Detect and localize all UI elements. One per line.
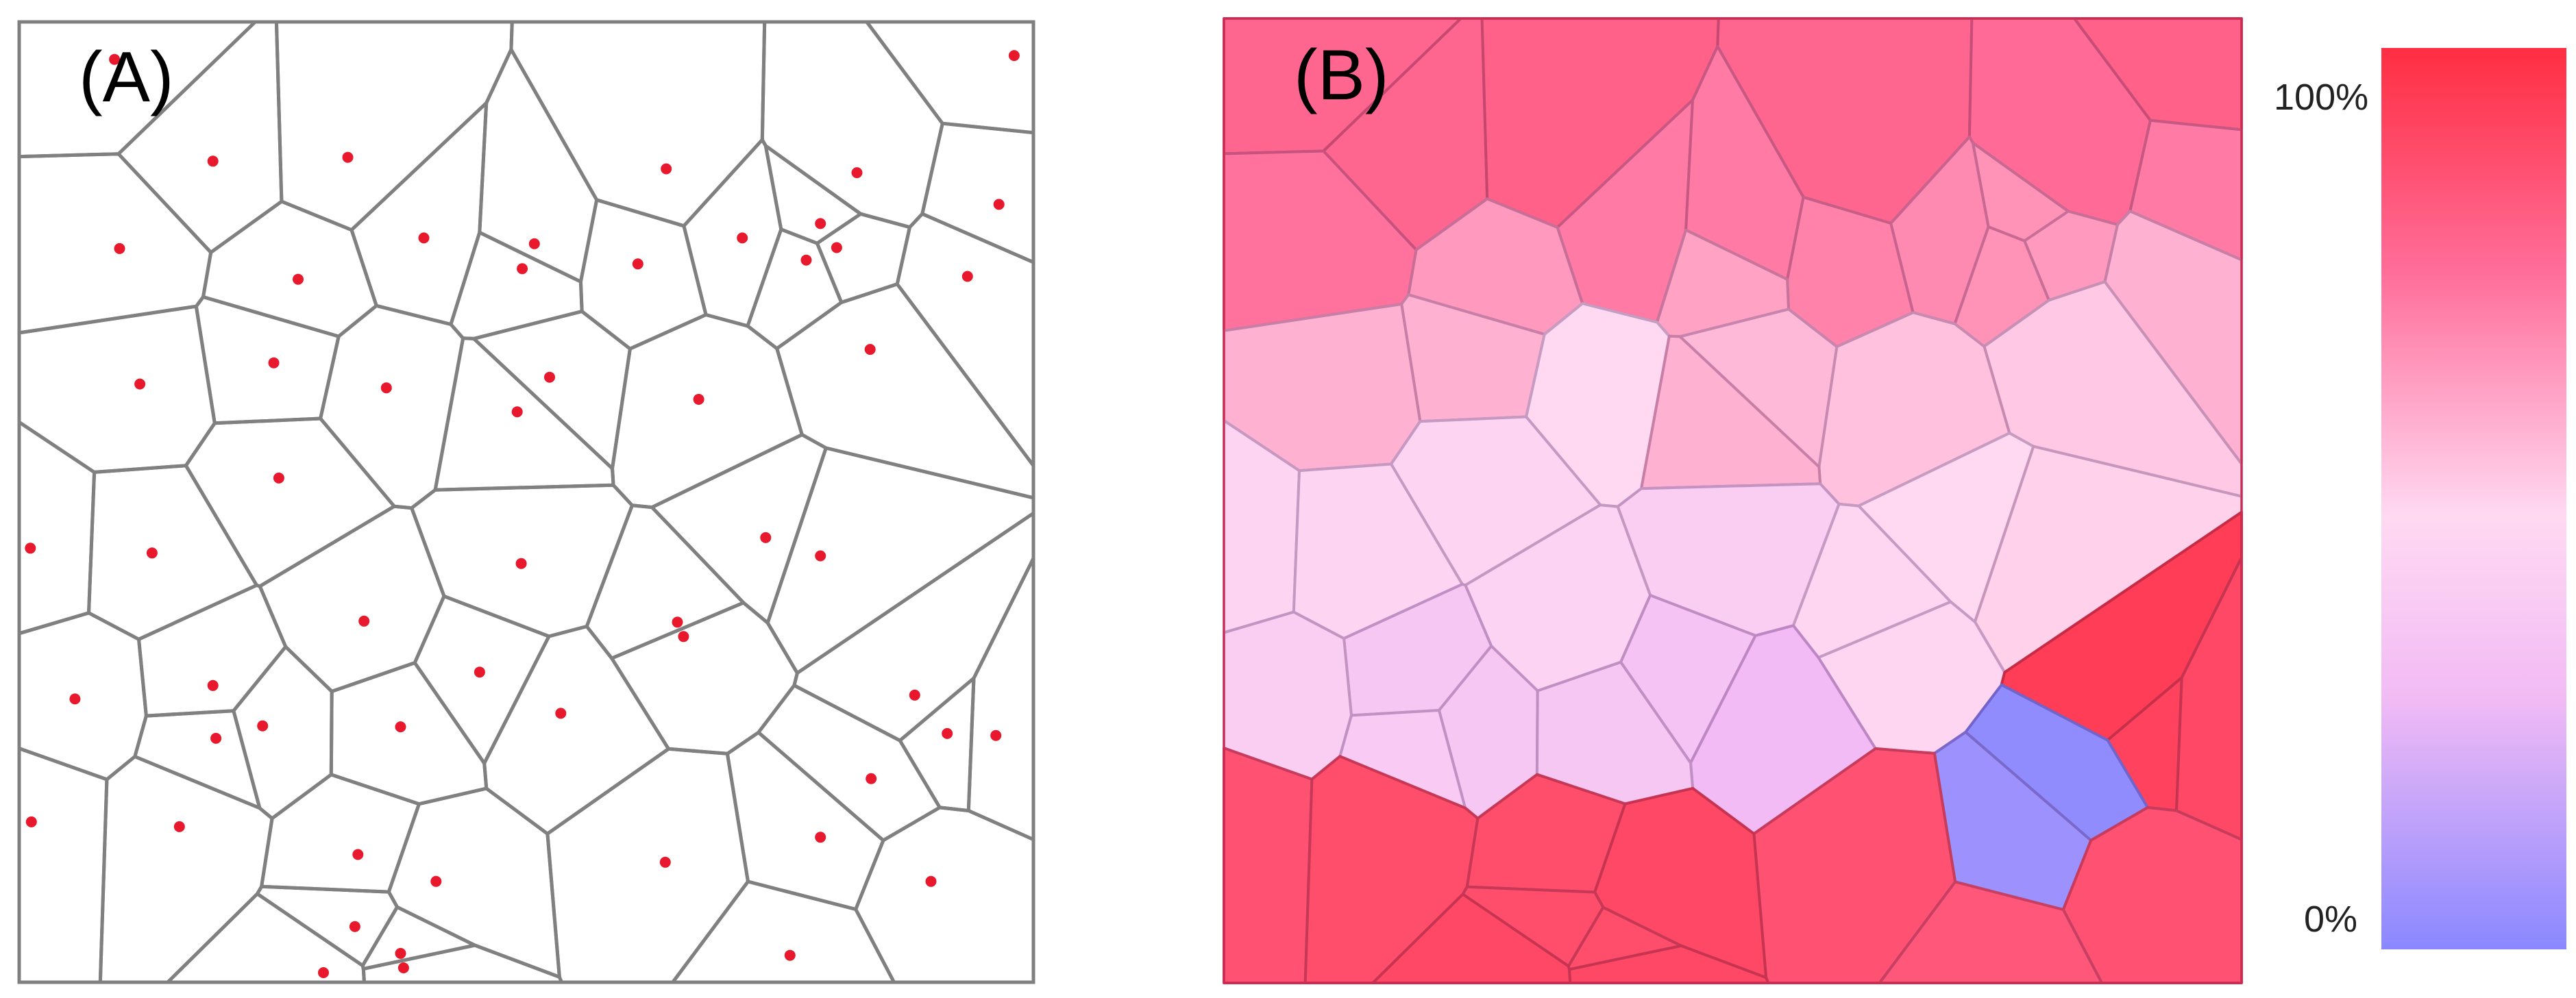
seed-point [942, 727, 953, 739]
colorbar-max-label: 100% [2274, 77, 2368, 118]
voronoi-cell-a [854, 806, 1035, 984]
voronoi-cell-a [166, 892, 366, 984]
seed-point [831, 242, 842, 253]
seed-point [268, 357, 280, 369]
seed-point [815, 832, 826, 843]
seed-point [273, 472, 284, 484]
seed-point [474, 666, 485, 678]
seed-point [397, 962, 409, 973]
voronoi-edges-a [17, 20, 1035, 984]
colorbar: 100% 0% [2274, 48, 2566, 949]
seed-point [109, 53, 121, 65]
seed-point [517, 263, 528, 275]
seed-point [851, 167, 863, 179]
seed-point [515, 558, 527, 569]
seed-point [318, 967, 329, 978]
panel-b-frame [1223, 17, 2243, 984]
panel-b-heatmap: (B) [1223, 17, 2243, 984]
seed-point [358, 615, 370, 627]
seed-point [418, 232, 430, 244]
seed-point [257, 720, 269, 732]
seed-point [146, 547, 158, 559]
seed-point [544, 371, 555, 383]
seed-point [632, 258, 643, 270]
panel-b-label: (B) [1294, 36, 1389, 115]
seed-point [342, 151, 354, 163]
seed-point [380, 382, 392, 394]
seed-point [511, 406, 523, 418]
seed-point [430, 875, 442, 887]
seed-point [784, 949, 796, 961]
colorbar-min-label: 0% [2304, 899, 2357, 940]
seed-point [760, 532, 772, 543]
voronoi-cell-a [361, 943, 563, 984]
seed-point [134, 378, 146, 390]
seed-point [352, 849, 364, 860]
seed-point [207, 679, 219, 691]
panel-a-voronoi: (A) [17, 20, 1035, 984]
seed-point [293, 273, 304, 285]
seed-point [990, 729, 1002, 741]
seed-point [349, 921, 360, 932]
heatmap-cell [1223, 747, 1314, 984]
seed-point [1008, 50, 1020, 62]
seed-point [925, 875, 937, 887]
seed-point [661, 163, 672, 175]
seed-point [815, 218, 826, 229]
seed-point [864, 344, 876, 355]
seed-point [69, 693, 81, 705]
panel-a-label: (A) [79, 38, 174, 117]
seed-point [173, 821, 185, 832]
seed-point [672, 616, 683, 628]
seed-point [737, 232, 748, 244]
seed-point [866, 773, 877, 784]
seed-point [528, 238, 540, 249]
seed-point [25, 816, 37, 827]
seed-point [659, 856, 671, 868]
seed-point [114, 242, 125, 254]
colorbar-gradient [2381, 48, 2566, 949]
seed-point [395, 947, 406, 959]
seed-point [693, 394, 704, 405]
seed-point [395, 721, 406, 733]
seed-point [210, 732, 222, 744]
seed-point [909, 689, 920, 701]
voronoi-cells-b [1223, 17, 2243, 984]
seed-point [207, 155, 219, 167]
seed-point [993, 199, 1005, 210]
voronoi-cell-a [671, 880, 896, 984]
seed-point [25, 542, 36, 554]
seed-point [678, 631, 689, 643]
voronoi-cell-a [895, 212, 1035, 468]
seed-points-a [25, 50, 1020, 978]
seed-point [815, 550, 826, 562]
seed-point [961, 271, 973, 282]
seed-point [555, 708, 567, 719]
seed-point [800, 254, 812, 266]
